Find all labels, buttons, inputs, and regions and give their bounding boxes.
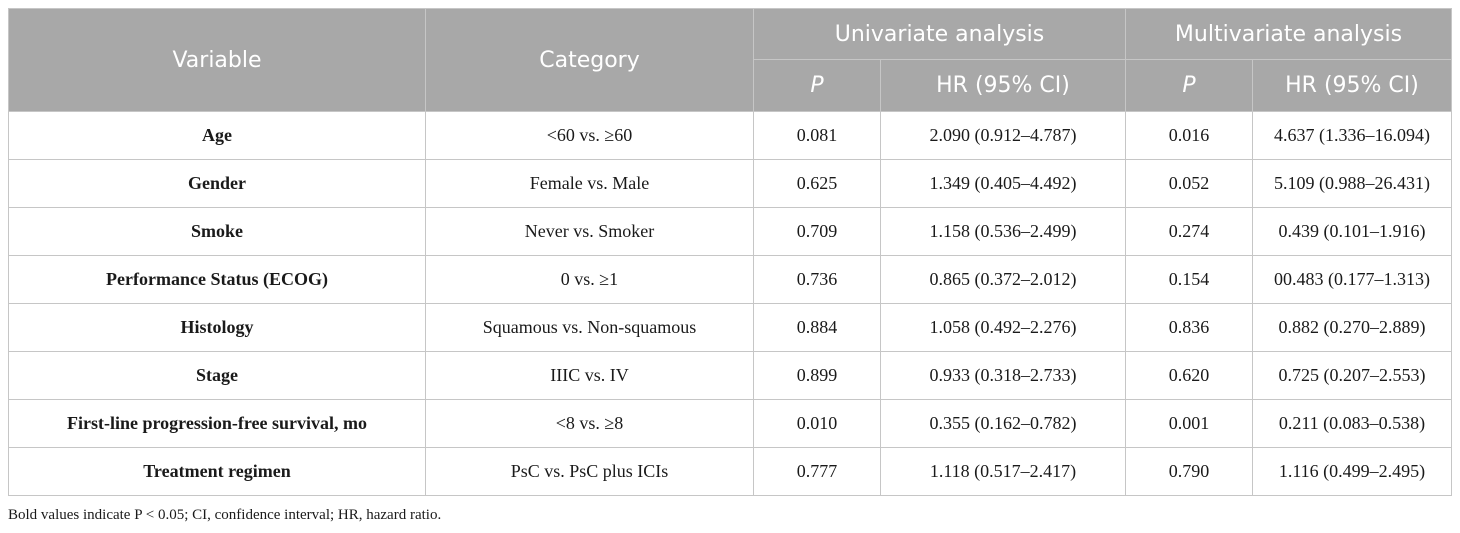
table-body: Age <60 vs. ≥60 0.081 2.090 (0.912–4.787) 0.…: [8, 111, 1452, 496]
table-footnote: Bold values indicate P < 0.05; CI, confi…: [8, 507, 442, 523]
multivariate-hr-cell: 1.116 (0.499–2.495): [1252, 447, 1452, 496]
category-cell: Never vs. Smoker: [425, 207, 754, 256]
univariate-p-cell: 0.884: [753, 303, 881, 352]
header-row-1: Variable Category Univariate analysis Mu…: [8, 8, 1452, 112]
variable-header: Variable: [8, 8, 426, 112]
category-cell: <8 vs. ≥8: [425, 399, 754, 448]
univariate-hr-cell: 0.355 (0.162–0.782): [880, 399, 1126, 448]
univariate-hr-cell: 1.118 (0.517–2.417): [880, 447, 1126, 496]
variable-cell: First-line progression-free survival, mo: [8, 399, 426, 448]
univariate-p-cell: 0.709: [753, 207, 881, 256]
table-row: First-line progression-free survival, mo…: [8, 399, 1452, 448]
multivariate-p-cell: 0.790: [1125, 447, 1253, 496]
multivariate-hr-cell: 00.483 (0.177–1.313): [1252, 255, 1452, 304]
univariate-p-cell: 0.010: [753, 399, 881, 448]
univariate-p-cell: 0.625: [753, 159, 881, 208]
category-header: Category: [425, 8, 754, 112]
category-cell: PsC vs. PsC plus ICIs: [425, 447, 754, 496]
header-row-2: P HR (95% CI) P HR (95% CI): [9, 59, 1452, 112]
multivariate-header: Multivariate analysis: [1125, 8, 1452, 60]
univariate-hr-cell: 1.058 (0.492–2.276): [880, 303, 1126, 352]
category-cell: Squamous vs. Non-squamous: [425, 303, 754, 352]
multivariate-hr-cell: 4.637 (1.336–16.094): [1252, 111, 1452, 160]
multivariate-hr-cell: 0.211 (0.083–0.538): [1252, 399, 1452, 448]
category-cell: Female vs. Male: [425, 159, 754, 208]
univariate-p-cell: 0.736: [753, 255, 881, 304]
multivariate-hr-cell: 0.725 (0.207–2.553): [1252, 351, 1452, 400]
variable-cell: Histology: [8, 303, 426, 352]
variable-cell: Stage: [8, 351, 426, 400]
multivariate-hr-cell: 5.109 (0.988–26.431): [1252, 159, 1452, 208]
table-header: Variable Category Univariate analysis Mu…: [8, 8, 1452, 112]
multivariate-p-cell: 0.001: [1125, 399, 1253, 448]
multivariate-hr-header: HR (95% CI): [1252, 59, 1452, 112]
variable-cell: Smoke: [8, 207, 426, 256]
univariate-header: Univariate analysis: [753, 8, 1126, 60]
variable-cell: Performance Status (ECOG): [8, 255, 426, 304]
univariate-p-cell: 0.081: [753, 111, 881, 160]
multivariate-p-cell: 0.620: [1125, 351, 1253, 400]
multivariate-p-cell: 0.154: [1125, 255, 1253, 304]
univariate-p-header: P: [753, 59, 881, 112]
category-cell: IIIC vs. IV: [425, 351, 754, 400]
multivariate-p-cell: 0.052: [1125, 159, 1253, 208]
univariate-hr-header: HR (95% CI): [880, 59, 1126, 112]
table-row: Treatment regimen PsC vs. PsC plus ICIs 0.…: [8, 447, 1452, 496]
category-cell: 0 vs. ≥1: [425, 255, 754, 304]
multivariate-p-header: P: [1125, 59, 1253, 112]
multivariate-p-cell: 0.016: [1125, 111, 1253, 160]
univariate-hr-cell: 0.933 (0.318–2.733): [880, 351, 1126, 400]
variable-cell: Treatment regimen: [8, 447, 426, 496]
univariate-p-cell: 0.899: [753, 351, 881, 400]
univariate-p-cell: 0.777: [753, 447, 881, 496]
multivariate-p-cell: 0.274: [1125, 207, 1253, 256]
univariate-hr-cell: 1.158 (0.536–2.499): [880, 207, 1126, 256]
variable-cell: Gender: [8, 159, 426, 208]
table-row: Histology Squamous vs. Non-squamous 0.884 1…: [8, 303, 1452, 352]
table-row: Age <60 vs. ≥60 0.081 2.090 (0.912–4.787) 0.…: [8, 111, 1452, 160]
table-row: Smoke Never vs. Smoker 0.709 1.158 (0.536–2…: [8, 207, 1452, 256]
multivariate-hr-cell: 0.439 (0.101–1.916): [1252, 207, 1452, 256]
table-row: Gender Female vs. Male 0.625 1.349 (0.405–4…: [8, 159, 1452, 208]
variable-cell: Age: [8, 111, 426, 160]
category-cell: <60 vs. ≥60: [425, 111, 754, 160]
multivariate-p-cell: 0.836: [1125, 303, 1253, 352]
table-row: Performance Status (ECOG) 0 vs. ≥1 0.736 0.…: [8, 255, 1452, 304]
multivariate-hr-cell: 0.882 (0.270–2.889): [1252, 303, 1452, 352]
univariate-hr-cell: 2.090 (0.912–4.787): [880, 111, 1126, 160]
univariate-hr-cell: 0.865 (0.372–2.012): [880, 255, 1126, 304]
table-row: Stage IIIC vs. IV 0.899 0.933 (0.318–2.733)…: [8, 351, 1452, 400]
univariate-hr-cell: 1.349 (0.405–4.492): [880, 159, 1126, 208]
cox-regression-table: Variable Category Univariate analysis Mu…: [8, 8, 1452, 496]
